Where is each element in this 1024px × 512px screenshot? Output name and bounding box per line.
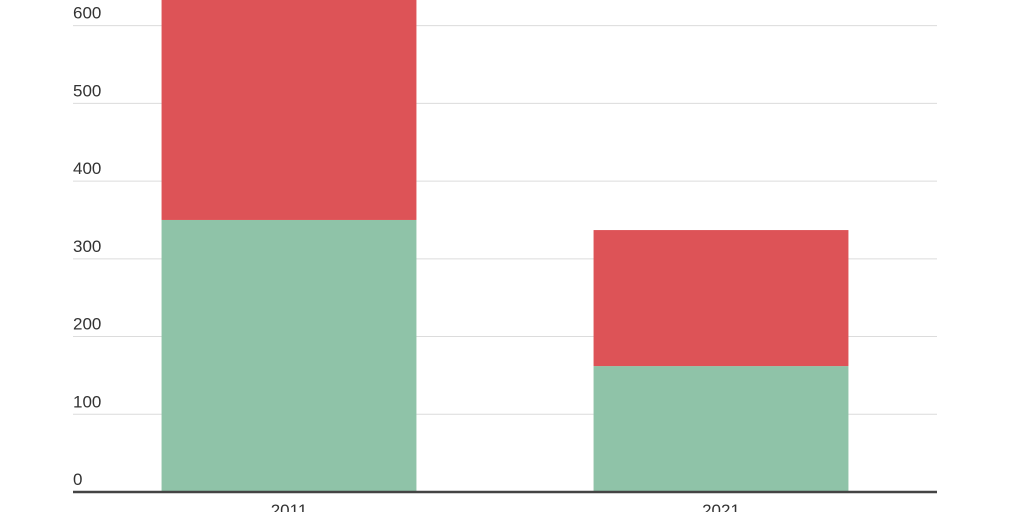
y-tick-label: 500 bbox=[73, 81, 101, 100]
x-tick-label: 2011 bbox=[271, 501, 308, 512]
y-tick-label: 100 bbox=[73, 392, 101, 411]
y-tick-label: 200 bbox=[73, 315, 101, 334]
bar-segment bbox=[161, 219, 417, 492]
y-tick-label: 300 bbox=[73, 237, 101, 256]
y-tick-label: 600 bbox=[73, 4, 101, 23]
axis: 2011 2021 bbox=[73, 490, 937, 512]
bars bbox=[161, 0, 849, 492]
y-tick-label: 0 bbox=[73, 470, 82, 489]
x-tick-label: 2021 bbox=[702, 501, 740, 512]
bar-segment bbox=[593, 366, 849, 492]
bar-segment bbox=[593, 230, 849, 367]
y-tick-label: 400 bbox=[73, 159, 101, 178]
bar-segment bbox=[161, 0, 417, 220]
